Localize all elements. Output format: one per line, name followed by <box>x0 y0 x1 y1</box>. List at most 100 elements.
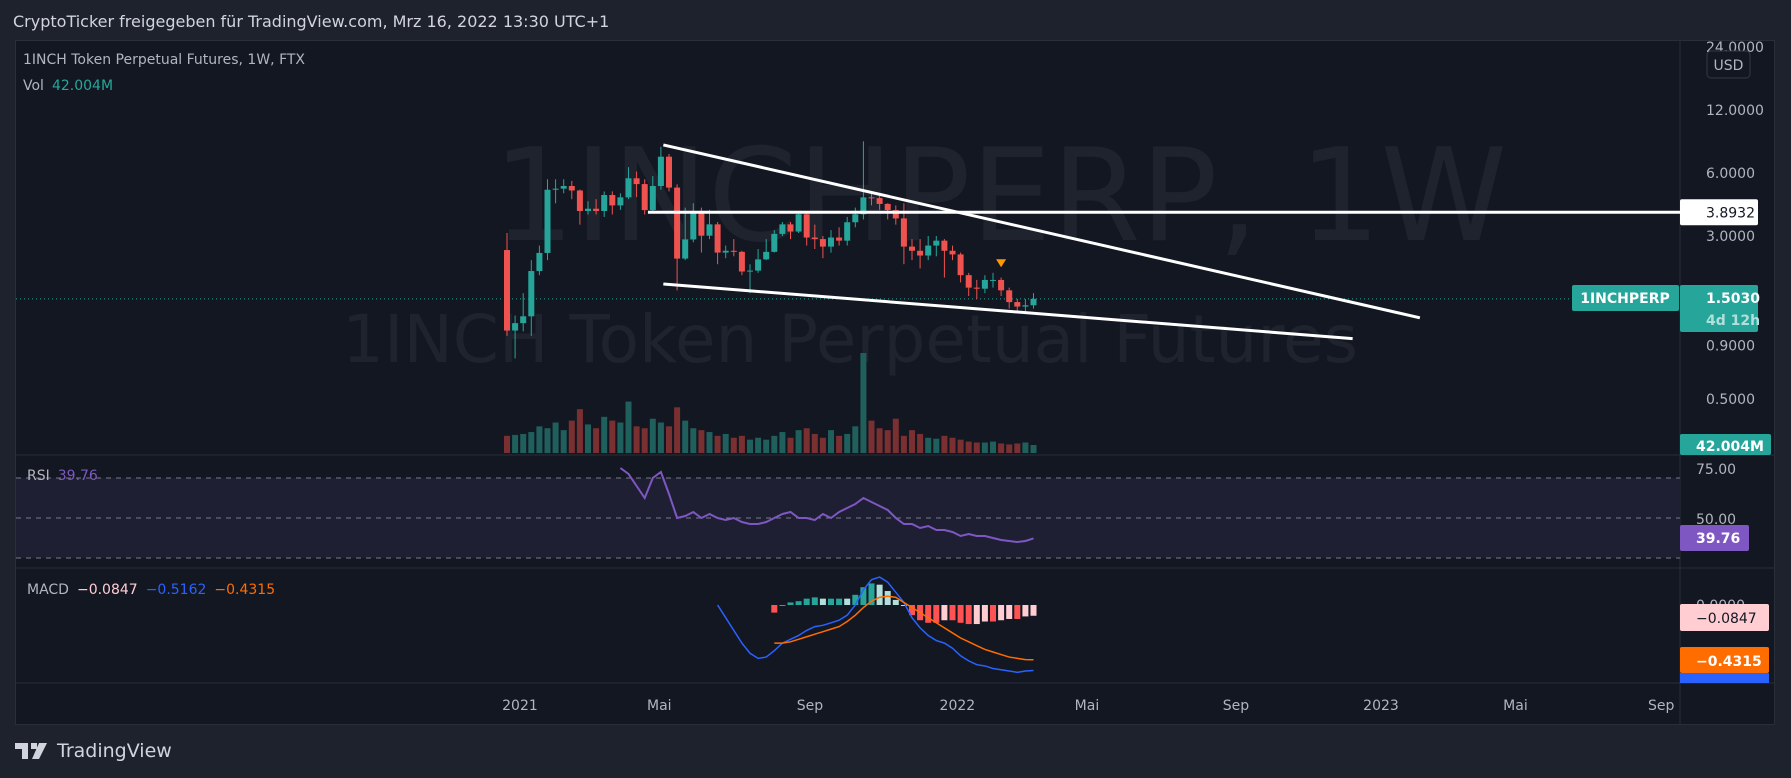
candle-body[interactable] <box>593 208 600 211</box>
candle-body[interactable] <box>957 254 964 276</box>
candle-body[interactable] <box>1022 305 1029 307</box>
candle-body[interactable] <box>738 251 745 272</box>
candle-body[interactable] <box>933 240 940 246</box>
candle-body[interactable] <box>755 259 762 271</box>
macd-histogram-bar <box>771 605 778 613</box>
candle-body[interactable] <box>747 270 753 272</box>
candle-body[interactable] <box>884 203 891 211</box>
candle-body[interactable] <box>568 186 575 191</box>
candle-body[interactable] <box>1030 298 1037 306</box>
volume-bar <box>552 422 559 453</box>
volume-bar <box>617 422 624 453</box>
candle-body[interactable] <box>844 222 851 241</box>
candle-body[interactable] <box>528 271 535 317</box>
candle-body[interactable] <box>909 246 915 251</box>
candle-body[interactable] <box>990 279 996 281</box>
candle-body[interactable] <box>787 224 794 232</box>
candle-body[interactable] <box>763 251 770 260</box>
candle-body[interactable] <box>690 211 697 240</box>
macd-signal-line <box>774 595 1034 661</box>
candle-body[interactable] <box>666 156 672 188</box>
candle-body[interactable] <box>520 316 527 324</box>
chart-frame <box>15 40 1775 725</box>
candle-body[interactable] <box>536 252 543 272</box>
rsi-line <box>619 467 1034 544</box>
macd-legend: MACD −0.0847 −0.5162 −0.4315 <box>27 582 283 598</box>
candle-body[interactable] <box>609 195 616 206</box>
candle-body[interactable] <box>625 178 632 198</box>
volume-bar <box>965 441 972 453</box>
volume-bar <box>949 437 956 453</box>
candle-body[interactable] <box>981 279 988 289</box>
candle-body[interactable] <box>998 279 1005 291</box>
candle-body[interactable] <box>852 214 859 223</box>
candle-body[interactable] <box>941 240 948 251</box>
volume-legend: Vol 42.004M <box>23 78 121 94</box>
candle-body[interactable] <box>836 237 843 241</box>
candle-body[interactable] <box>576 190 583 211</box>
volume-bar <box>787 437 794 453</box>
candle-body[interactable] <box>876 198 883 204</box>
candle-body[interactable] <box>641 184 648 211</box>
price-axis-tick: 6.0000 <box>1706 166 1755 182</box>
volume-bar <box>625 401 632 453</box>
candle-body[interactable] <box>795 214 802 232</box>
macd-hist-value: −0.0847 <box>76 582 138 598</box>
candle-body[interactable] <box>601 195 608 211</box>
candle-body[interactable] <box>771 233 778 252</box>
candle-body[interactable] <box>552 188 559 190</box>
candle-body[interactable] <box>649 186 656 211</box>
volume-bar <box>917 433 924 453</box>
candle-body[interactable] <box>714 224 721 253</box>
candle-body[interactable] <box>585 208 591 211</box>
candle-body[interactable] <box>973 287 980 289</box>
candle-body[interactable] <box>779 224 786 234</box>
candle-body[interactable] <box>560 186 567 189</box>
candle-body[interactable] <box>1014 302 1021 307</box>
volume-bar <box>771 435 778 453</box>
candle-body[interactable] <box>682 239 689 259</box>
macd-histogram-bar <box>836 598 843 605</box>
macd-histogram-bar <box>973 605 980 625</box>
symbol-tag-label: 1INCHPERP <box>1580 291 1670 307</box>
volume-bar <box>674 407 681 453</box>
candle-body[interactable] <box>917 250 924 256</box>
macd-histogram-bar <box>787 602 794 605</box>
candle-body[interactable] <box>512 323 519 331</box>
candle-body[interactable] <box>860 197 867 215</box>
candle-body[interactable] <box>803 214 810 238</box>
candle-body[interactable] <box>657 156 664 187</box>
hline-price-label: 3.8932 <box>1706 205 1755 221</box>
candle-body[interactable] <box>868 197 875 199</box>
candle-body[interactable] <box>900 218 907 247</box>
candle-body[interactable] <box>811 237 818 240</box>
upper-trendline[interactable] <box>662 143 1421 320</box>
candle-body[interactable] <box>698 211 705 236</box>
symbol-legend: 1INCH Token Perpetual Futures, 1W, FTX <box>23 52 313 68</box>
candle-body[interactable] <box>706 224 713 236</box>
volume-bar <box>609 420 616 453</box>
candle-body[interactable] <box>730 250 737 252</box>
macd-line-value: −0.5162 <box>145 582 207 598</box>
candle-body[interactable] <box>633 178 640 185</box>
tradingview-logo[interactable]: TradingView <box>15 740 172 762</box>
macd-histogram-bar <box>811 597 818 605</box>
candle-body[interactable] <box>925 245 932 256</box>
currency-button[interactable] <box>1706 50 1751 79</box>
volume-bar <box>892 418 899 453</box>
candle-body[interactable] <box>892 210 899 219</box>
candle-body[interactable] <box>1006 290 1013 303</box>
candle-body[interactable] <box>617 197 624 206</box>
candle-body[interactable] <box>828 237 834 247</box>
candle-body[interactable] <box>674 187 681 259</box>
lower-trendline[interactable] <box>663 282 1353 341</box>
candle-body[interactable] <box>722 250 729 253</box>
signal-marker-icon <box>996 259 1007 268</box>
candle-body[interactable] <box>544 189 551 253</box>
candle-body[interactable] <box>965 275 972 288</box>
macd-histogram-bar <box>1006 605 1013 619</box>
candle-body[interactable] <box>949 250 956 255</box>
candle-body[interactable] <box>504 250 510 331</box>
candle-body[interactable] <box>819 239 826 247</box>
